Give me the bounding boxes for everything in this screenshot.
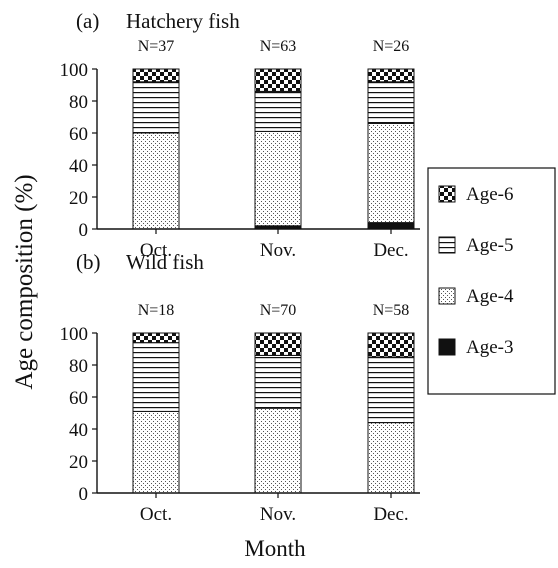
- legend-swatch-age4: [438, 287, 456, 305]
- legend-label-age6: Age-6: [466, 184, 513, 205]
- panel-b: (b) Wild fish Oct. N=18 Nov. N=70 Dec. N=58 0 2…: [60, 250, 420, 525]
- x-tick-label-a-2: Dec.: [373, 240, 408, 261]
- x-tick-label-a-0: Oct.: [140, 240, 172, 261]
- x-axis-title: Month: [244, 536, 306, 561]
- bar-a-dec-age5: [367, 81, 415, 124]
- panel-a: (a) Hatchery fish Oct. N=37 Nov. N=63 Dec. N=…: [60, 9, 420, 261]
- sample-size-b-0: N=18: [138, 302, 175, 319]
- legend-entry-age6: Age-6: [438, 184, 513, 205]
- x-tick-label-b-1: Nov.: [260, 504, 296, 525]
- sample-size-a-0: N=37: [138, 38, 175, 55]
- bar-a-oct-age6: [132, 68, 180, 83]
- y-tick-label-a-60: 60: [69, 124, 88, 145]
- bar-a-dec-age6: [367, 68, 415, 83]
- bar-b-nov-age5: [254, 354, 302, 409]
- legend-entry-age3: Age-3: [438, 337, 513, 358]
- y-tick-label-b-80: 80: [69, 356, 88, 377]
- legend: Age-6 Age-5 Age-4 Age-3: [427, 167, 556, 395]
- sample-size-a-2: N=26: [373, 38, 410, 55]
- bar-a-oct-age4: [132, 132, 180, 230]
- y-tick-label-b-20: 20: [69, 452, 88, 473]
- legend-label-age5: Age-5: [466, 235, 513, 256]
- panel-b-plot: Oct. N=18 Nov. N=70 Dec. N=58 0 20 40 60 80 100: [60, 302, 420, 525]
- legend-frame: [427, 167, 556, 395]
- y-tick-label-a-20: 20: [69, 188, 88, 209]
- panel-b-label: (b): [76, 250, 101, 274]
- bar-b-dec-age4: [367, 422, 415, 494]
- x-tick-label-b-0: Oct.: [140, 504, 172, 525]
- bar-a-nov-age5: [254, 90, 302, 132]
- bar-b-oct-age6: [132, 332, 180, 344]
- y-tick-label-a-100: 100: [60, 60, 89, 81]
- legend-entry-age5: Age-5: [438, 235, 513, 256]
- bar-b-nov-age6: [254, 332, 302, 356]
- sample-size-b-1: N=70: [260, 302, 297, 319]
- legend-swatch-age3: [438, 338, 456, 356]
- bar-a-nov-age4: [254, 130, 302, 227]
- y-axis-title: Age composition (%): [11, 174, 38, 389]
- y-tick-label-a-40: 40: [69, 156, 88, 177]
- bar-b-dec-age5: [367, 356, 415, 424]
- bar-a-dec-age3: [367, 222, 415, 230]
- sample-size-b-2: N=58: [373, 302, 410, 319]
- x-tick-label-a-1: Nov.: [260, 240, 296, 261]
- legend-label-age3: Age-3: [466, 337, 513, 358]
- bar-b-dec-age6: [367, 332, 415, 358]
- panel-b-title: Wild fish: [126, 250, 204, 274]
- bar-b-nov-age4: [254, 407, 302, 494]
- y-tick-label-a-0: 0: [79, 220, 89, 241]
- bar-b-oct-age5: [132, 342, 180, 412]
- bar-a-nov-age6: [254, 68, 302, 92]
- legend-swatch-age5: [438, 236, 456, 254]
- legend-label-age4: Age-4: [466, 286, 514, 307]
- legend-entry-age4: Age-4: [438, 286, 514, 307]
- panel-a-plot: Oct. N=37 Nov. N=63 Dec. N=26 0 20 40 60 80 100: [60, 38, 420, 261]
- sample-size-a-1: N=63: [260, 38, 297, 55]
- y-tick-label-b-100: 100: [60, 324, 89, 345]
- y-tick-label-b-60: 60: [69, 388, 88, 409]
- y-tick-label-a-80: 80: [69, 92, 88, 113]
- panel-a-title: Hatchery fish: [126, 9, 240, 33]
- panel-a-label: (a): [76, 9, 99, 33]
- y-tick-label-b-0: 0: [79, 484, 89, 505]
- bar-a-oct-age5: [132, 81, 180, 134]
- bar-a-dec-age4: [367, 122, 415, 224]
- x-tick-label-b-2: Dec.: [373, 504, 408, 525]
- y-tick-label-b-40: 40: [69, 420, 88, 441]
- legend-swatch-age6: [438, 185, 456, 203]
- bar-b-oct-age4: [132, 410, 180, 494]
